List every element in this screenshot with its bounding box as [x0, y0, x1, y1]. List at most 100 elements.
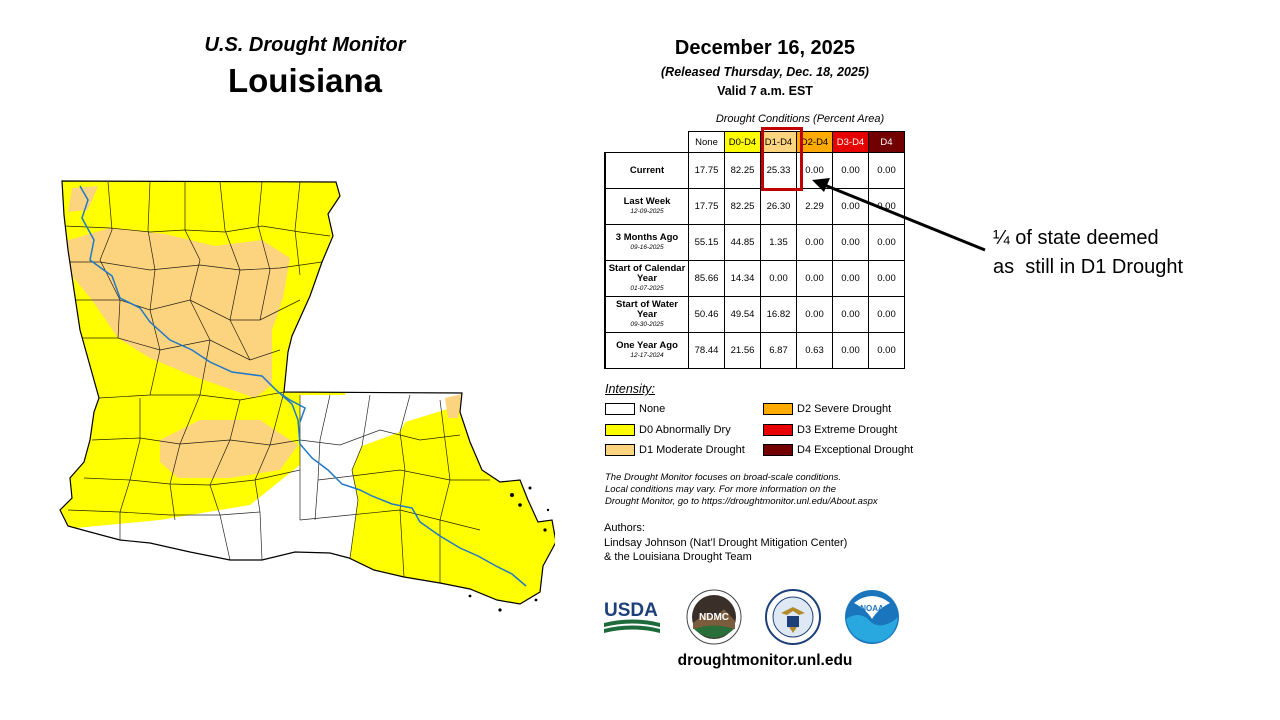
state-title: Louisiana — [227, 62, 383, 99]
d1-highlight-box — [761, 127, 803, 191]
disclaimer-note: The Drought Monitor focuses on broad-sca… — [605, 472, 935, 508]
legend-swatch — [605, 403, 635, 415]
table-cell: 0.00 — [832, 296, 869, 333]
intensity-title: Intensity: — [605, 382, 656, 396]
table-cell: 49.54 — [724, 296, 761, 333]
usda-logo-text: USDA — [604, 600, 658, 621]
louisiana-drought-map — [59, 180, 555, 612]
author-line: Lindsay Johnson (Nat’l Drought Mitigatio… — [604, 536, 848, 549]
col-d1-d4: D1-D4 — [760, 131, 797, 153]
legend-item-d0: D0 Abnormally Dry — [605, 424, 731, 436]
table-cell: 2.29 — [796, 188, 833, 225]
row-label-date: 09-16-2025 — [630, 243, 664, 251]
author-line: & the Louisiana Drought Team — [604, 551, 752, 563]
row-label-text: 3 Months Ago — [615, 231, 679, 243]
authors-block: Authors: Lindsay Johnson (Nat’l Drought … — [604, 521, 934, 565]
row-label: 3 Months Ago 09-16-2025 — [604, 224, 689, 261]
table-cell: 17.75 — [688, 152, 725, 189]
table-cell: 55.15 — [688, 224, 725, 261]
row-label-text: Current — [629, 164, 665, 176]
table-cell: 1.35 — [760, 224, 797, 261]
row-label-text: One Year Ago — [616, 339, 678, 351]
noaa-logo: NOAA — [845, 590, 899, 644]
annotation-line: ¼ of state deemed — [993, 227, 1159, 249]
usda-logo: USDA — [604, 600, 660, 633]
legend-label: D3 Extreme Drought — [797, 424, 898, 436]
table-cell: 16.82 — [760, 296, 797, 333]
annotation-text: ¼ of state deemed as still in D1 Drought — [993, 224, 1253, 282]
legend-swatch — [605, 424, 635, 436]
ndmc-logo-text: NDMC — [699, 612, 729, 623]
table-cell: 0.00 — [832, 152, 869, 189]
row-label: One Year Ago 12-17-2024 — [604, 332, 689, 369]
website-link[interactable]: droughtmonitor.unl.edu — [677, 652, 853, 669]
note-line: The Drought Monitor focuses on broad-sca… — [605, 472, 842, 483]
table-row: One Year Ago 12-17-2024 78.44 21.56 6.87 … — [604, 332, 905, 369]
table-cell: 44.85 — [724, 224, 761, 261]
legend-label: D1 Moderate Drought — [639, 444, 745, 456]
table-cell: 0.00 — [868, 152, 905, 189]
table-header-row: None D0-D4 D1-D4 D2-D4 D3-D4 D4 — [605, 131, 905, 153]
col-d3-d4: D3-D4 — [832, 131, 869, 153]
legend-label: D2 Severe Drought — [797, 403, 892, 415]
table-row: Current 17.75 82.25 25.33 0.00 0.00 0.00 — [604, 152, 905, 189]
table-cell: 0.00 — [868, 296, 905, 333]
note-line: Drought Monitor, go to https://droughtmo… — [605, 496, 878, 507]
legend-label: None — [639, 403, 666, 415]
legend-item-d4: D4 Exceptional Drought — [763, 444, 913, 456]
row-label-text: Start of Water Year — [616, 298, 678, 320]
row-label-text: Start of Calendar Year — [608, 262, 686, 284]
table-cell: 0.63 — [796, 332, 833, 369]
legend-item-none: None — [605, 403, 665, 415]
table-cell: 14.34 — [724, 260, 761, 297]
map-date: December 16, 2025 — [674, 37, 856, 59]
table-cell: 0.00 — [868, 224, 905, 261]
table-corner — [605, 132, 689, 153]
table-cell: 17.75 — [688, 188, 725, 225]
row-label: Current — [604, 152, 689, 189]
ndmc-logo: NDMC — [686, 589, 742, 645]
table-caption: Drought Conditions (Percent Area) — [715, 113, 885, 125]
table-cell: 21.56 — [724, 332, 761, 369]
annotation-arrow — [812, 178, 986, 252]
legend-item-d3: D3 Extreme Drought — [763, 424, 897, 436]
row-label-date: 09-30-2025 — [630, 320, 664, 328]
legend-swatch — [763, 444, 793, 456]
table-cell: 50.46 — [688, 296, 725, 333]
row-label-date: 12-09-2025 — [630, 207, 664, 215]
table-cell: 0.00 — [760, 260, 797, 297]
table-cell: 26.30 — [760, 188, 797, 225]
legend-swatch — [763, 424, 793, 436]
row-label-text: Last Week — [623, 195, 671, 207]
valid-time: Valid 7 a.m. EST — [717, 84, 813, 98]
row-label: Start of Water Year 09-30-2025 — [604, 296, 689, 333]
drought-conditions-table: None D0-D4 D1-D4 D2-D4 D3-D4 D4 Current … — [604, 131, 905, 369]
row-label: Last Week 12-09-2025 — [604, 188, 689, 225]
legend-label: D4 Exceptional Drought — [797, 444, 914, 456]
table-cell: 0.00 — [832, 260, 869, 297]
table-cell: 6.87 — [760, 332, 797, 369]
legend-label: D0 Abnormally Dry — [639, 424, 731, 436]
legend-item-d2: D2 Severe Drought — [763, 403, 891, 415]
col-d4: D4 — [868, 131, 905, 153]
table-cell: 82.25 — [724, 152, 761, 189]
table-cell: 0.00 — [868, 332, 905, 369]
row-label-date: 01-07-2025 — [630, 284, 664, 292]
table-cell: 0.00 — [868, 260, 905, 297]
commerce-seal-logo — [765, 589, 821, 645]
table-cell: 0.00 — [796, 296, 833, 333]
row-label: Start of Calendar Year 01-07-2025 — [604, 260, 689, 297]
map-title: U.S. Drought Monitor — [204, 34, 406, 56]
legend-swatch — [763, 403, 793, 415]
noaa-logo-text: NOAA — [860, 604, 884, 613]
annotation-line: as still in D1 Drought — [993, 256, 1184, 278]
table-cell: 78.44 — [688, 332, 725, 369]
table-cell: 85.66 — [688, 260, 725, 297]
legend-swatch — [605, 444, 635, 456]
row-label-date: 12-17-2024 — [630, 351, 664, 359]
legend-item-d1: D1 Moderate Drought — [605, 444, 745, 456]
col-d0-d4: D0-D4 — [724, 131, 761, 153]
table-cell: 0.00 — [796, 260, 833, 297]
table-cell: 0.00 — [832, 332, 869, 369]
col-none: None — [688, 131, 725, 153]
